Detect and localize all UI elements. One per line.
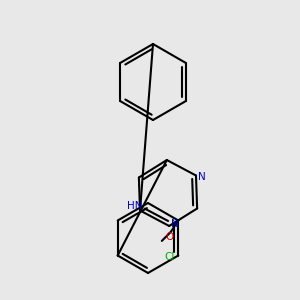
Text: N: N — [197, 172, 205, 182]
Text: HN: HN — [127, 201, 142, 211]
Text: N: N — [171, 220, 178, 230]
Text: O: O — [165, 232, 173, 242]
Text: Cl: Cl — [164, 252, 175, 262]
